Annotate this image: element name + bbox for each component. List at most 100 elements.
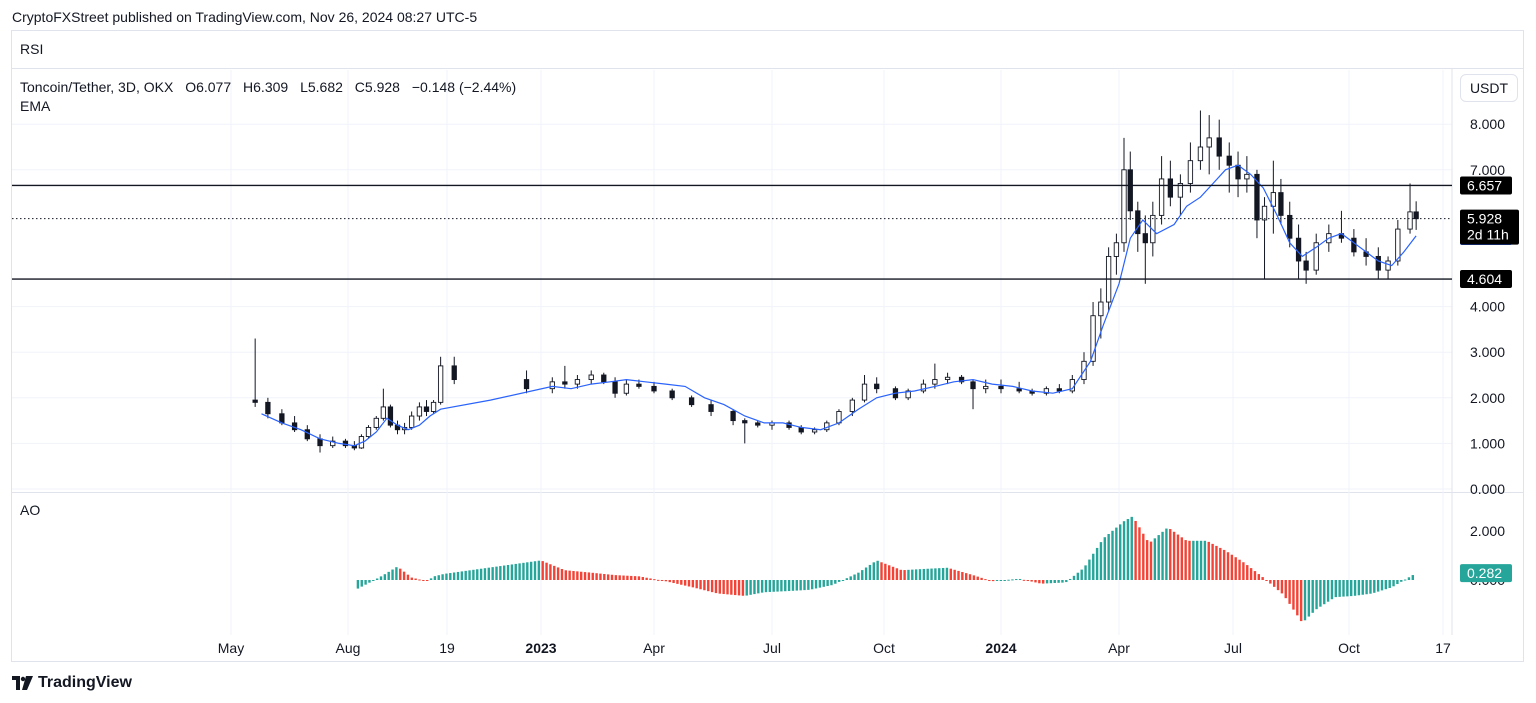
ao-histogram-bar: [368, 580, 371, 583]
symbol-legend[interactable]: Toncoin/Tether, 3D, OKX O6.077 H6.309 L5…: [20, 79, 524, 95]
ao-histogram-bar: [1042, 580, 1045, 584]
ao-histogram-bar: [691, 580, 695, 588]
candle-body: [451, 365, 457, 381]
ao-histogram-bar: [676, 580, 679, 584]
price-tick-label: 4.000: [1470, 299, 1505, 315]
ao-histogram-bar: [452, 572, 456, 580]
ao-histogram-bar: [1107, 534, 1110, 580]
ao-histogram-bar: [1376, 580, 1380, 592]
candle-body: [365, 426, 372, 438]
ao-histogram-bar: [545, 562, 548, 580]
candle-body: [1113, 242, 1120, 257]
ao-histogram-bar: [1269, 580, 1272, 584]
ao-histogram-bar: [1018, 578, 1022, 580]
ao-histogram-bar: [383, 574, 387, 580]
ao-histogram-bar: [826, 580, 829, 587]
candle-body: [1043, 388, 1050, 394]
time-tick-label: Oct: [873, 640, 895, 656]
legend-open: O6.077: [185, 79, 232, 95]
ao-histogram-bar: [760, 580, 764, 593]
candle-body: [423, 406, 430, 412]
ao-histogram-bar: [949, 568, 952, 580]
pane-separator-top[interactable]: [11, 68, 1524, 69]
ao-histogram-bar: [784, 580, 787, 592]
ao-histogram-bar: [914, 569, 918, 580]
ao-histogram-bar: [911, 569, 914, 580]
candle-body: [1226, 155, 1232, 166]
ao-histogram-bar: [945, 567, 949, 580]
ao-histogram-bar: [668, 580, 671, 583]
ao-histogram-bar: [445, 573, 448, 580]
ao-histogram-bar: [1353, 580, 1357, 596]
ao-histogram-bar: [375, 578, 379, 580]
legend-symbol: Toncoin/Tether, 3D, OKX: [20, 79, 174, 95]
ao-histogram-bar: [429, 578, 433, 580]
ao-histogram-bar: [576, 571, 579, 580]
ao-histogram-bar: [1092, 553, 1095, 580]
ao-histogram-bar: [476, 569, 479, 580]
ao-histogram-bar: [1076, 572, 1080, 580]
ao-histogram-bar: [580, 571, 583, 580]
level-tag-upper-bg: [1460, 176, 1512, 195]
candle-body: [265, 401, 271, 415]
rsi-pane-label[interactable]: RSI: [20, 41, 44, 57]
candle-body: [342, 440, 349, 447]
ao-histogram-bar: [683, 580, 687, 586]
ema-legend-label[interactable]: EMA: [20, 98, 51, 114]
ao-histogram-bar: [1184, 540, 1187, 580]
ao-histogram-bar: [907, 569, 910, 580]
legend-close: C5.928: [354, 79, 400, 95]
ao-histogram-bar: [1061, 580, 1064, 583]
ao-histogram-bar: [1296, 580, 1299, 616]
ao-histogram-bar: [1022, 579, 1026, 581]
ao-histogram-bar: [499, 566, 502, 580]
ao-histogram-bar: [418, 579, 421, 581]
candle-body: [1177, 183, 1184, 198]
ao-histogram-bar: [1053, 580, 1056, 584]
tradingview-logo[interactable]: TradingView: [12, 674, 132, 692]
ao-histogram-bar: [1222, 549, 1226, 580]
candle-body: [1375, 255, 1381, 271]
ao-histogram-bar: [1115, 527, 1118, 580]
time-tick-label: Oct: [1338, 640, 1360, 656]
ao-histogram-bar: [807, 580, 810, 590]
ao-histogram-bar: [549, 564, 552, 580]
candle-body: [742, 420, 748, 424]
ao-histogram-bar: [1246, 565, 1249, 580]
ao-histogram-bar: [976, 576, 979, 580]
ao-histogram-bar: [630, 575, 633, 580]
ao-histogram-bar: [460, 571, 464, 580]
ao-histogram-bar: [503, 565, 506, 580]
currency-button[interactable]: USDT: [1460, 74, 1518, 102]
ao-histogram-bar: [1169, 529, 1172, 580]
ao-histogram-bar: [799, 580, 802, 591]
ao-histogram-bar: [818, 580, 822, 588]
ao-histogram-bar: [526, 562, 529, 580]
ao-histogram-bar: [568, 570, 571, 580]
candle-body: [970, 381, 976, 390]
ao-histogram-bar: [1134, 520, 1137, 580]
ao-histogram-bar: [837, 580, 841, 582]
ao-histogram-bar: [1292, 580, 1295, 610]
ao-histogram-bar: [649, 578, 652, 580]
ao-histogram-bar: [1242, 562, 1245, 580]
ao-histogram-bar: [1165, 528, 1168, 580]
ao-histogram-bar: [510, 564, 514, 580]
ao-histogram-bar: [645, 577, 648, 580]
ao-histogram-bar: [1346, 580, 1349, 597]
ao-histogram-bar: [1149, 541, 1153, 580]
time-tick-label: Jul: [1224, 640, 1242, 656]
candle-body: [1135, 210, 1141, 235]
ao-pane-label[interactable]: AO: [20, 502, 41, 518]
ao-histogram-bar: [899, 569, 902, 580]
ao-histogram-bar: [587, 572, 591, 580]
ao-histogram-bar: [1026, 580, 1029, 581]
pane-separator-ao[interactable]: [11, 492, 1524, 493]
ao-histogram-bar: [372, 580, 375, 581]
candle-body: [1090, 315, 1096, 362]
candle-body: [416, 406, 423, 417]
ao-histogram-bar: [514, 563, 517, 580]
ao-histogram-bar: [1253, 571, 1257, 580]
ao-histogram-bar: [1411, 575, 1414, 580]
